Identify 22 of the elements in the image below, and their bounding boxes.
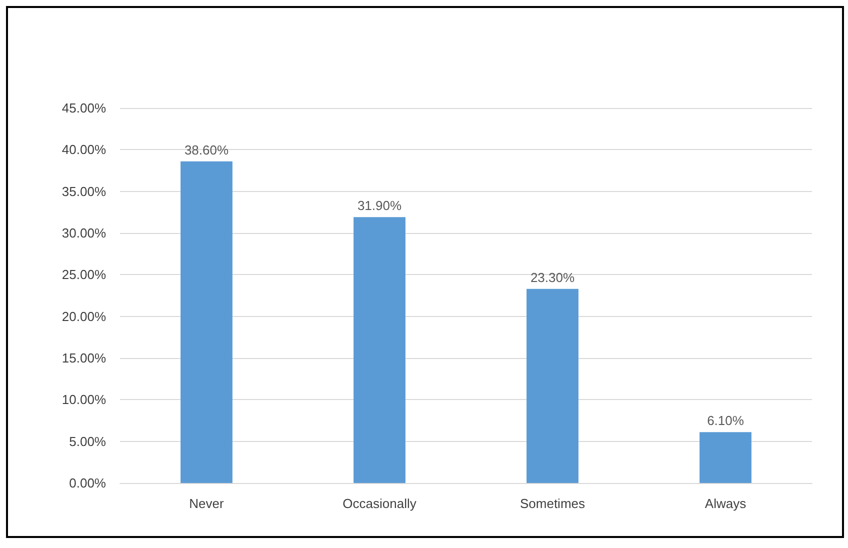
y-tick-label: 5.00% — [69, 434, 106, 449]
y-tick-label: 25.00% — [62, 267, 106, 282]
data-label: 6.10% — [707, 413, 744, 428]
bar — [700, 432, 752, 483]
bar — [354, 217, 406, 483]
x-tick-label: Never — [189, 496, 225, 511]
y-tick-label: 15.00% — [62, 350, 106, 366]
y-tick-label: 30.00% — [62, 226, 106, 240]
y-tick-label: 35.00% — [62, 184, 106, 199]
y-tick-label: 40.00% — [62, 142, 106, 158]
bar — [180, 161, 232, 483]
y-tick-label: 45.00% — [62, 100, 106, 116]
y-tick-label: 20.00% — [62, 308, 106, 324]
data-label: 31.90% — [357, 198, 402, 214]
y-tick-label: 0.00% — [69, 476, 106, 490]
y-tick-label: 10.00% — [62, 392, 106, 408]
bar — [526, 288, 578, 483]
x-tick-label: Occasionally — [342, 496, 417, 511]
data-label: 38.60% — [184, 142, 229, 158]
x-tick-label: Sometimes — [520, 496, 586, 511]
data-label: 23.30% — [530, 270, 575, 285]
x-tick-label: Always — [704, 496, 747, 511]
